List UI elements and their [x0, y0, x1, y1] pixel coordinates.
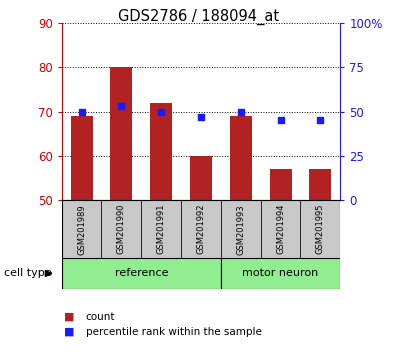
Bar — [190, 156, 212, 200]
Point — [158, 109, 164, 114]
Point — [118, 103, 125, 109]
Bar — [221, 200, 261, 258]
Text: GSM201993: GSM201993 — [236, 204, 245, 255]
Text: GSM201994: GSM201994 — [276, 204, 285, 255]
Text: ■: ■ — [64, 327, 74, 337]
Bar — [181, 200, 221, 258]
Text: ■: ■ — [64, 312, 74, 322]
Bar — [141, 200, 181, 258]
Text: cell type: cell type — [4, 268, 52, 279]
Point — [78, 109, 85, 114]
Bar — [230, 116, 252, 200]
Text: GSM201991: GSM201991 — [157, 204, 166, 255]
Text: GDS2786 / 188094_at: GDS2786 / 188094_at — [119, 9, 279, 25]
Bar — [150, 103, 172, 200]
Bar — [221, 258, 340, 289]
Bar — [71, 116, 92, 200]
Bar — [261, 200, 300, 258]
Text: GSM201995: GSM201995 — [316, 204, 325, 255]
Bar — [101, 200, 141, 258]
Point — [198, 114, 204, 120]
Text: percentile rank within the sample: percentile rank within the sample — [86, 327, 261, 337]
Bar — [62, 200, 101, 258]
Point — [317, 118, 324, 123]
Text: count: count — [86, 312, 115, 322]
Point — [277, 118, 284, 123]
Text: GSM201992: GSM201992 — [197, 204, 205, 255]
Text: reference: reference — [115, 268, 168, 279]
Text: motor neuron: motor neuron — [242, 268, 319, 279]
Point — [238, 109, 244, 114]
Bar — [270, 169, 291, 200]
Bar — [300, 200, 340, 258]
Text: GSM201990: GSM201990 — [117, 204, 126, 255]
Text: GSM201989: GSM201989 — [77, 204, 86, 255]
Bar — [111, 67, 132, 200]
Bar — [310, 169, 332, 200]
Bar — [62, 258, 221, 289]
